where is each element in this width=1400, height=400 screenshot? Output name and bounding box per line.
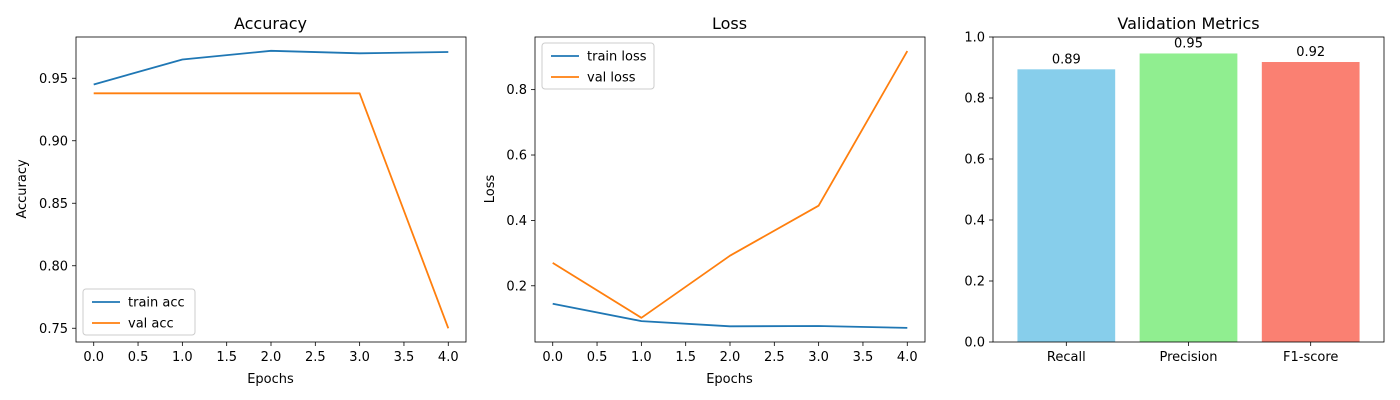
loss-series-val-loss xyxy=(552,50,909,319)
loss-legend: train loss val loss xyxy=(541,42,655,90)
bar-value-label-recall: 0.89 xyxy=(1052,52,1081,67)
accuracy-x-axis-label: Epochs xyxy=(247,372,294,387)
accuracy-x-tick-label: 2.0 xyxy=(261,350,282,365)
validation-metrics-y-tick-label: 0.2 xyxy=(964,275,985,290)
bar-precision xyxy=(1139,53,1238,342)
accuracy-x-tick-label: 1.0 xyxy=(172,350,193,365)
loss-chart-title: Loss xyxy=(712,14,747,33)
loss-legend-label: val loss xyxy=(587,71,636,86)
loss-x-tick-label: 2.5 xyxy=(764,350,785,365)
bar-recall xyxy=(1017,69,1116,342)
loss-x-tick-label: 1.5 xyxy=(675,350,696,365)
validation-metrics-y-tick-label: 0.4 xyxy=(964,214,985,229)
validation-metrics-y-tick-label: 0.8 xyxy=(964,92,985,107)
accuracy-y-axis-label: Accuracy xyxy=(15,159,30,219)
loss-frame xyxy=(534,36,926,343)
bar-f1-score xyxy=(1261,62,1360,342)
accuracy-x-tick-label: 1.5 xyxy=(216,350,237,365)
validation-metrics-chart: Validation Metrics 0.0 0.2 0.4 0.6 0.8 1.0 0.8… xyxy=(964,14,1385,365)
accuracy-y-tick-label: 0.75 xyxy=(39,322,68,337)
accuracy-frame xyxy=(75,36,467,343)
accuracy-legend-label: val acc xyxy=(128,317,174,332)
accuracy-legend: train acc val acc xyxy=(82,288,196,336)
accuracy-series-train-acc xyxy=(93,49,449,86)
accuracy-legend-label: train acc xyxy=(128,296,185,311)
loss-legend-label: train loss xyxy=(587,50,647,65)
loss-x-axis-label: Epochs xyxy=(706,372,753,387)
validation-metrics-y-tick-label: 0.6 xyxy=(964,153,985,168)
accuracy-y-tick-label: 0.90 xyxy=(39,134,68,149)
loss-x-tick-label: 0.0 xyxy=(542,350,563,365)
validation-metrics-y-tick-label: 1.0 xyxy=(964,31,985,46)
loss-x-tick-label: 3.5 xyxy=(853,350,874,365)
accuracy-y-tick-label: 0.85 xyxy=(39,197,68,212)
validation-metrics-frame xyxy=(992,36,1385,343)
accuracy-y-tick-label: 0.95 xyxy=(39,72,68,87)
bar-value-label-precision: 0.95 xyxy=(1174,36,1203,51)
accuracy-x-tick-label: 0.5 xyxy=(128,350,149,365)
loss-chart: Loss 0.0 0.5 1.0 1.5 2.0 2.5 3.0 3.5 4.00.20.40.… xyxy=(483,14,926,387)
validation-metrics-x-tick-label: Recall xyxy=(1047,350,1086,365)
loss-y-tick-label: 0.2 xyxy=(506,279,527,294)
loss-x-tick-label: 0.5 xyxy=(587,350,608,365)
accuracy-chart: Accuracy 0.0 0.5 1.0 1.5 2.0 2.5 3.0 3.5 4.0 0.75… xyxy=(15,14,467,387)
validation-metrics-plot-area: 0.0 0.2 0.4 0.6 0.8 1.0 0.89 Recall 0.95 Precisio… xyxy=(964,31,1385,365)
accuracy-y-tick-label: 0.80 xyxy=(39,259,68,274)
accuracy-chart-title: Accuracy xyxy=(234,14,307,33)
accuracy-x-tick-label: 3.5 xyxy=(394,350,415,365)
loss-y-tick-label: 0.6 xyxy=(506,149,527,164)
loss-x-tick-label: 4.0 xyxy=(897,350,918,365)
accuracy-x-tick-label: 2.5 xyxy=(305,350,326,365)
bar-value-label-f1-score: 0.92 xyxy=(1296,45,1325,60)
validation-metrics-title: Validation Metrics xyxy=(1117,14,1259,33)
loss-x-tick-label: 3.0 xyxy=(808,350,829,365)
validation-metrics-y-tick-label: 0.0 xyxy=(964,336,985,351)
loss-y-tick-label: 0.8 xyxy=(506,83,527,98)
loss-x-tick-label: 2.0 xyxy=(720,350,741,365)
accuracy-x-tick-label: 4.0 xyxy=(438,350,459,365)
loss-y-tick-label: 0.4 xyxy=(506,214,527,229)
accuracy-x-tick-label: 0.0 xyxy=(83,350,104,365)
loss-series-train-loss xyxy=(552,302,908,329)
accuracy-x-tick-label: 3.0 xyxy=(349,350,370,365)
loss-y-axis-label: Loss xyxy=(483,175,498,204)
accuracy-plot-area: 0.0 0.5 1.0 1.5 2.0 2.5 3.0 3.5 4.0 0.75 0.80 0.85 0… xyxy=(39,36,467,365)
validation-metrics-x-tick-label: F1-score xyxy=(1283,350,1338,365)
loss-plot-area: 0.0 0.5 1.0 1.5 2.0 2.5 3.0 3.5 4.0 0.2 0.4 0.6 0.8 t… xyxy=(506,36,926,365)
loss-x-tick-label: 1.0 xyxy=(631,350,652,365)
accuracy-series-val-acc xyxy=(93,92,450,329)
validation-metrics-x-tick-label: Precision xyxy=(1159,350,1217,365)
